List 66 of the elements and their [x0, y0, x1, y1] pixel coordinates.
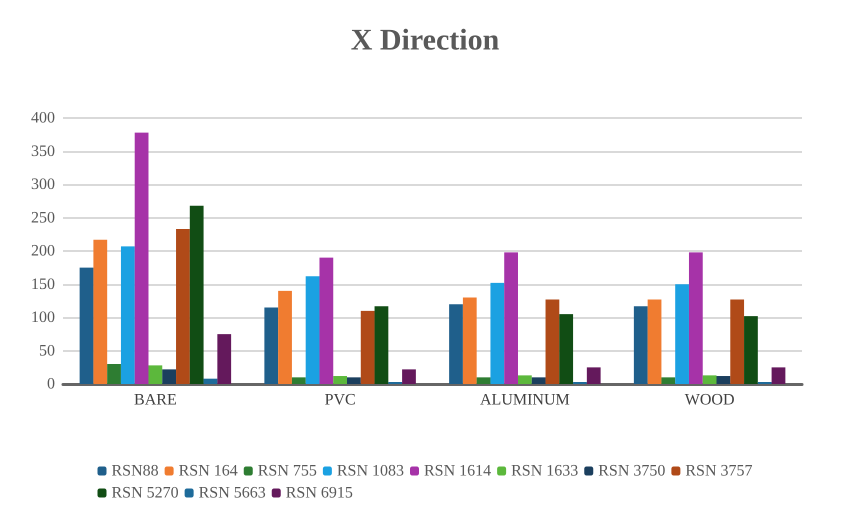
legend-label: RSN 755	[258, 462, 317, 480]
bar	[107, 364, 121, 384]
bar	[134, 132, 148, 384]
bar	[292, 377, 306, 384]
bar	[688, 252, 703, 384]
bar	[744, 316, 758, 384]
bar	[518, 375, 532, 384]
x-tick-label: WOOD	[684, 392, 735, 408]
legend-label: RSN 6915	[286, 484, 353, 502]
legend-label: RSN 5270	[112, 484, 179, 502]
legend-label: RSN 1614	[424, 462, 492, 480]
bar	[546, 300, 560, 384]
y-tick-label: 0	[47, 376, 55, 392]
legend-label: RSN 3757	[685, 462, 752, 480]
y-tick-label: 300	[31, 176, 55, 193]
bar	[204, 378, 218, 384]
bar	[730, 300, 744, 384]
bar	[347, 377, 361, 384]
bar	[716, 376, 730, 384]
legend-label: RSN 164	[178, 462, 238, 480]
bar	[162, 369, 176, 384]
bar	[374, 306, 388, 384]
x-tick-label: BARE	[134, 392, 177, 408]
chart-title: X Direction	[350, 24, 500, 56]
bar	[264, 308, 278, 384]
legend-label: RSN 1633	[511, 462, 578, 480]
legend-label: RSN88	[112, 462, 159, 480]
x-tick-label: PVC	[324, 392, 356, 408]
y-tick-label: 100	[31, 309, 55, 326]
legend-label: RSN 1083	[336, 462, 404, 480]
bar	[476, 377, 490, 384]
bar	[586, 367, 601, 384]
x-tick-label: ALUMINUM	[480, 392, 570, 408]
bar	[490, 282, 504, 384]
bar	[120, 246, 135, 384]
bar	[504, 252, 518, 384]
bar	[702, 375, 717, 384]
bar	[360, 310, 375, 384]
y-tick-label: 50	[39, 342, 55, 360]
bar	[634, 306, 648, 384]
y-tick-label: 400	[31, 110, 55, 126]
bar	[462, 298, 477, 384]
bar	[217, 334, 232, 384]
y-tick-label: 250	[31, 209, 55, 226]
bar	[148, 365, 162, 384]
bar	[532, 377, 546, 384]
y-tick-label: 350	[31, 142, 55, 160]
bar	[306, 276, 320, 384]
bar	[176, 229, 190, 384]
legend-label: RSN 5663	[198, 484, 266, 502]
bar	[190, 206, 204, 384]
legend-label: RSN 3750	[598, 462, 666, 480]
bar	[772, 367, 786, 384]
y-tick-label: 150	[31, 276, 55, 293]
bar	[319, 258, 334, 384]
bar	[675, 284, 689, 384]
bar	[661, 377, 676, 384]
bar	[648, 300, 662, 384]
bar	[333, 376, 348, 384]
bar	[402, 369, 416, 384]
y-tick-label: 200	[31, 242, 55, 260]
bar	[449, 304, 463, 384]
bar	[80, 268, 94, 384]
bar	[93, 240, 108, 384]
bar	[278, 290, 292, 384]
bar	[559, 314, 574, 384]
